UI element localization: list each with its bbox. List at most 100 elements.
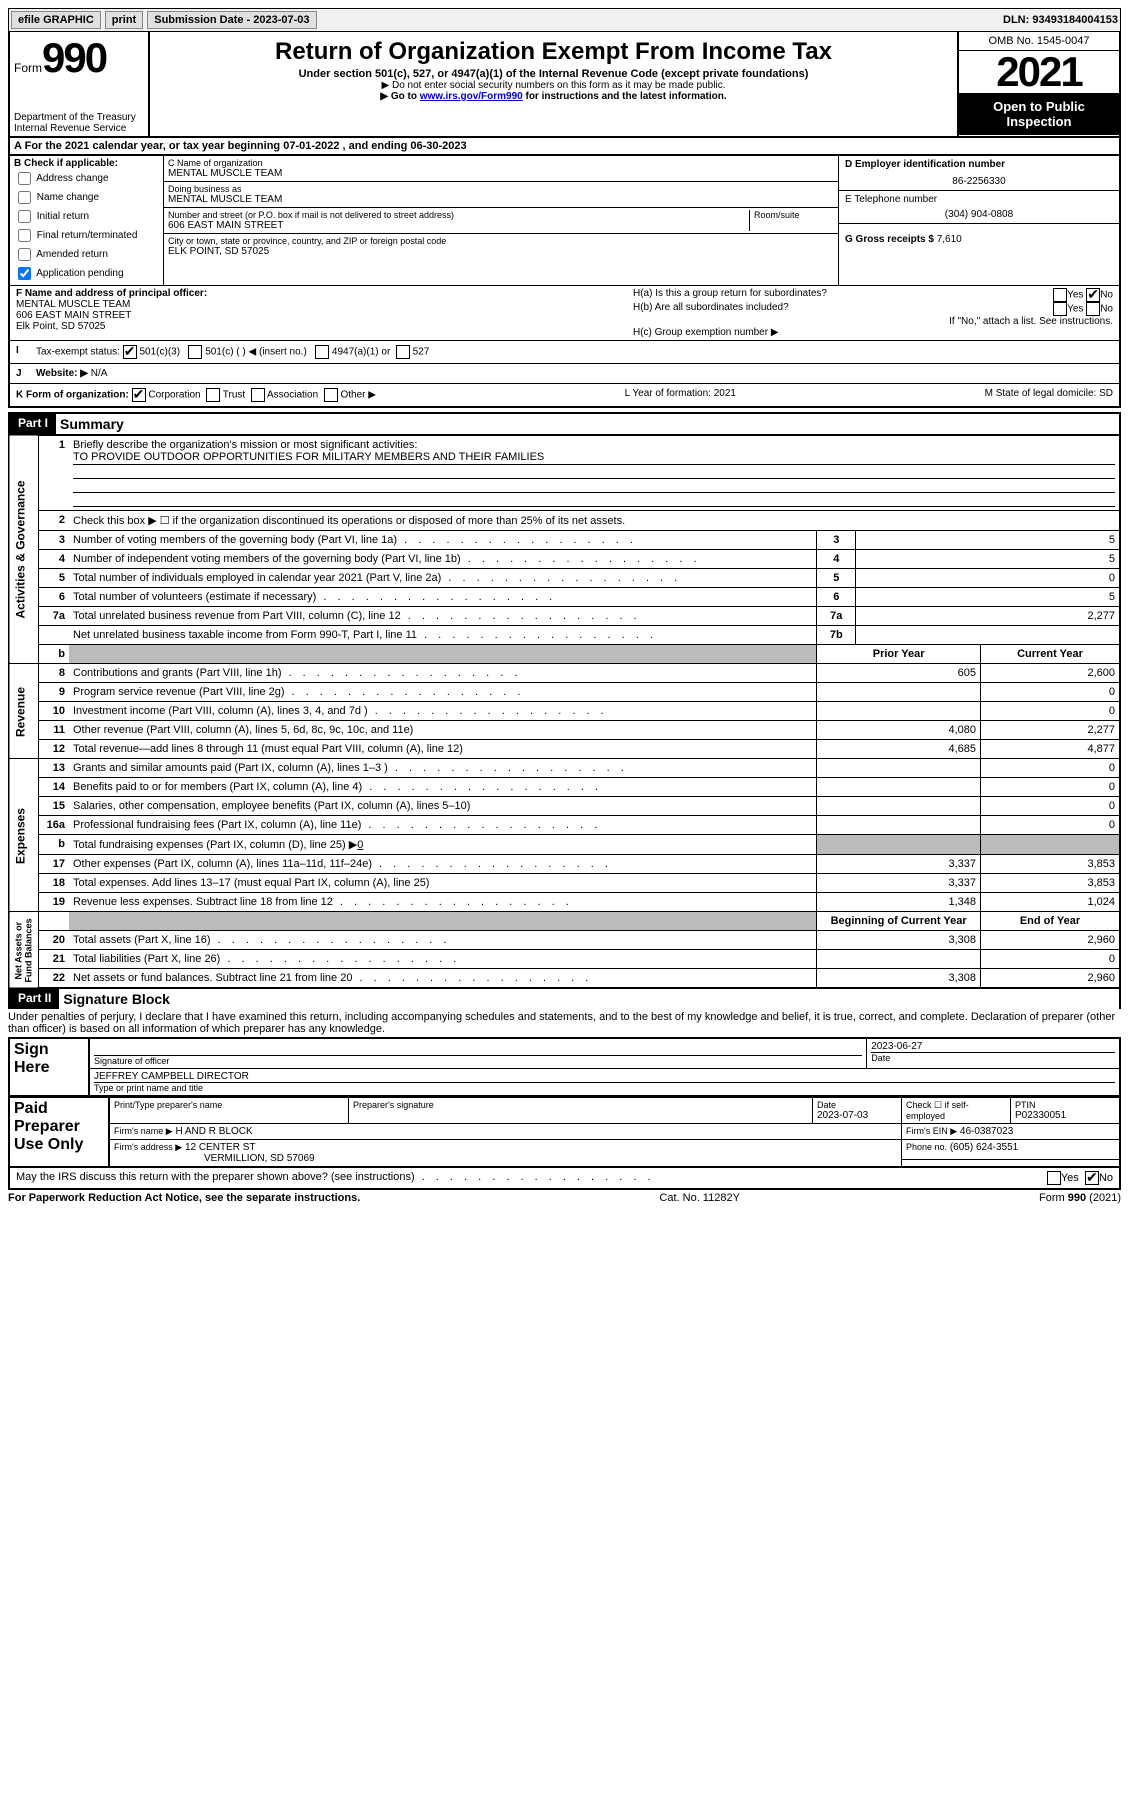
501c3-checkbox[interactable]: [123, 345, 137, 359]
part1-title: Summary: [56, 414, 128, 434]
527-checkbox[interactable]: [396, 345, 410, 359]
line13-cy: 0: [981, 759, 1121, 778]
page-footer: For Paperwork Reduction Act Notice, see …: [8, 1190, 1121, 1204]
room-label: Room/suite: [750, 210, 834, 231]
irs-link[interactable]: www.irs.gov/Form990: [420, 91, 523, 102]
part1-header: Part I: [10, 414, 56, 434]
efile-button[interactable]: efile GRAPHIC: [11, 11, 101, 29]
phone-label: E Telephone number: [845, 194, 1113, 205]
preparer-table: Paid Preparer Use Only Print/Type prepar…: [8, 1097, 1121, 1168]
line16a-label: Professional fundraising fees (Part IX, …: [73, 819, 601, 831]
discuss-yes-checkbox[interactable]: [1047, 1171, 1061, 1185]
line10-py: [817, 702, 981, 721]
trust-checkbox[interactable]: [206, 388, 220, 402]
phone-value: (304) 904-0808: [845, 205, 1113, 220]
line10-label: Investment income (Part VIII, column (A)…: [73, 705, 608, 717]
line22-bcy: 3,308: [817, 969, 981, 989]
paid-preparer-label: Paid Preparer Use Only: [9, 1098, 109, 1168]
prep-date-label: Date: [817, 1100, 897, 1110]
line19-cy: 1,024: [981, 893, 1121, 912]
city-label: City or town, state or province, country…: [168, 236, 834, 246]
column-c-org-info: C Name of organization MENTAL MUSCLE TEA…: [164, 156, 838, 285]
other-checkbox[interactable]: [324, 388, 338, 402]
signature-table: Sign Here Signature of officer 2023-06-2…: [8, 1037, 1121, 1097]
line9-py: [817, 683, 981, 702]
checkbox-amended-return[interactable]: Amended return: [14, 245, 159, 264]
hb-note: If "No," attach a list. See instructions…: [633, 316, 1113, 327]
state-domicile: M State of legal domicile: SD: [985, 388, 1113, 402]
officer-type-label: Type or print name and title: [94, 1083, 1115, 1093]
officer-line3: Elk Point, SD 57025: [16, 321, 621, 332]
ha-no-checkbox[interactable]: [1086, 288, 1100, 302]
line20-eoy: 2,960: [981, 931, 1121, 950]
line7a-label: Total unrelated business revenue from Pa…: [73, 610, 641, 622]
line6-value: 5: [856, 588, 1120, 607]
line7a-value: 2,277: [856, 607, 1120, 626]
line11-label: Other revenue (Part VIII, column (A), li…: [73, 724, 413, 736]
line-b: b: [39, 645, 70, 664]
row-j: J Website: ▶ N/A: [8, 363, 1121, 383]
top-toolbar: efile GRAPHIC print Submission Date - 20…: [8, 8, 1121, 32]
line17-label: Other expenses (Part IX, column (A), lin…: [73, 858, 612, 870]
discuss-no-checkbox[interactable]: [1085, 1171, 1099, 1185]
tax-status-label: Tax-exempt status:: [36, 347, 120, 358]
line7b-label: Net unrelated business taxable income fr…: [73, 629, 657, 641]
block-b-c-d-e: B Check if applicable: Address change Na…: [8, 156, 1121, 285]
part2-header: Part II: [10, 989, 59, 1009]
self-employed-check[interactable]: Check ☐ if self-employed: [902, 1098, 1011, 1124]
line-a-taxyear: A For the 2021 calendar year, or tax yea…: [8, 138, 1121, 156]
line18-cy: 3,853: [981, 874, 1121, 893]
checkbox-address-change[interactable]: Address change: [14, 169, 159, 188]
prep-name-label: Print/Type preparer's name: [114, 1100, 344, 1110]
firm-ein-label: Firm's EIN ▶: [906, 1126, 957, 1136]
checkbox-final-return[interactable]: Final return/terminated: [14, 226, 159, 245]
line20-bcy: 3,308: [817, 931, 981, 950]
firm-phone-label: Phone no.: [906, 1142, 947, 1152]
hb-no-checkbox[interactable]: [1086, 302, 1100, 316]
line19-py: 1,348: [817, 893, 981, 912]
line11-py: 4,080: [817, 721, 981, 740]
line3-value: 5: [856, 531, 1120, 550]
firm-addr-label: Firm's address ▶: [114, 1142, 182, 1152]
website-label: Website: ▶: [36, 368, 88, 379]
mission-text: TO PROVIDE OUTDOOR OPPORTUNITIES FOR MIL…: [73, 451, 1115, 465]
form-footer: Form 990 (2021): [1039, 1192, 1121, 1204]
line21-label: Total liabilities (Part X, line 26): [73, 953, 460, 965]
501c-checkbox[interactable]: [188, 345, 202, 359]
line17-py: 3,337: [817, 855, 981, 874]
ptin-label: PTIN: [1015, 1100, 1115, 1110]
checkbox-application-pending[interactable]: Application pending: [14, 264, 159, 283]
vtab-expenses: Expenses: [9, 759, 39, 912]
form-note-ssn: ▶ Do not enter social security numbers o…: [154, 80, 953, 91]
print-button[interactable]: print: [105, 11, 143, 29]
checkbox-name-change[interactable]: Name change: [14, 188, 159, 207]
submission-date-button[interactable]: Submission Date - 2023-07-03: [147, 11, 316, 29]
prior-year-header: Prior Year: [817, 645, 981, 664]
row-f-h: F Name and address of principal officer:…: [8, 285, 1121, 340]
goto-pre: ▶ Go to: [380, 91, 419, 102]
firm-addr-1: 12 CENTER ST: [185, 1142, 256, 1153]
officer-line1: MENTAL MUSCLE TEAM: [16, 299, 621, 310]
line12-py: 4,685: [817, 740, 981, 759]
ha-yes-checkbox[interactable]: [1053, 288, 1067, 302]
checkbox-initial-return[interactable]: Initial return: [14, 207, 159, 226]
assoc-checkbox[interactable]: [251, 388, 265, 402]
line13-py: [817, 759, 981, 778]
line12-label: Total revenue—add lines 8 through 11 (mu…: [73, 743, 463, 755]
org-name-label: C Name of organization: [168, 158, 834, 168]
line20-label: Total assets (Part X, line 16): [73, 934, 450, 946]
col-b-label: B Check if applicable:: [14, 158, 159, 169]
corp-checkbox[interactable]: [132, 388, 146, 402]
hb-yes-checkbox[interactable]: [1053, 302, 1067, 316]
line12-cy: 4,877: [981, 740, 1121, 759]
sig-officer-label: Signature of officer: [94, 1056, 862, 1066]
line9-cy: 0: [981, 683, 1121, 702]
dba-label: Doing business as: [168, 184, 834, 194]
dept-label: Department of the Treasury Internal Reve…: [14, 112, 144, 134]
officer-label: F Name and address of principal officer:: [16, 288, 621, 299]
4947-checkbox[interactable]: [315, 345, 329, 359]
line5-value: 0: [856, 569, 1120, 588]
gross-receipts-label: G Gross receipts $: [845, 234, 934, 245]
hc-label: H(c) Group exemption number ▶: [633, 327, 1113, 338]
eoy-header: End of Year: [981, 912, 1121, 931]
